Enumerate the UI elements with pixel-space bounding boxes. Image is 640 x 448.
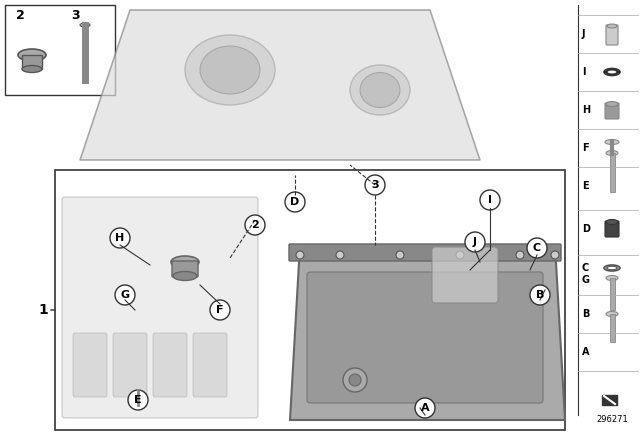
Text: I: I (488, 195, 492, 205)
Text: 296271: 296271 (596, 415, 628, 424)
Text: F: F (582, 143, 589, 153)
Text: B: B (536, 290, 544, 300)
Polygon shape (80, 10, 480, 160)
Circle shape (396, 251, 404, 259)
Text: E: E (582, 181, 589, 191)
Circle shape (465, 232, 485, 252)
Text: I: I (582, 67, 586, 77)
Circle shape (336, 251, 344, 259)
Text: A: A (420, 403, 429, 413)
FancyBboxPatch shape (432, 247, 498, 303)
Circle shape (285, 192, 305, 212)
Circle shape (415, 398, 435, 418)
Ellipse shape (607, 266, 617, 270)
Circle shape (296, 251, 304, 259)
Text: H: H (115, 233, 125, 243)
Ellipse shape (606, 311, 618, 316)
FancyBboxPatch shape (62, 197, 258, 418)
Circle shape (110, 228, 130, 248)
Polygon shape (290, 245, 565, 420)
Text: 3: 3 (70, 9, 79, 22)
FancyBboxPatch shape (193, 333, 227, 397)
Text: C
G: C G (582, 263, 590, 285)
Text: 3: 3 (371, 180, 379, 190)
FancyBboxPatch shape (605, 103, 619, 119)
Polygon shape (602, 395, 617, 405)
Text: B: B (582, 309, 589, 319)
Text: F: F (216, 305, 224, 315)
Text: D: D (291, 197, 300, 207)
FancyBboxPatch shape (609, 278, 614, 310)
Circle shape (245, 215, 265, 235)
Ellipse shape (200, 46, 260, 94)
Ellipse shape (607, 70, 617, 74)
Circle shape (527, 238, 547, 258)
Text: D: D (582, 224, 590, 234)
Circle shape (128, 390, 148, 410)
Text: A: A (582, 347, 589, 357)
Text: 1: 1 (38, 303, 48, 317)
FancyBboxPatch shape (172, 261, 198, 277)
FancyBboxPatch shape (609, 153, 614, 192)
Circle shape (456, 251, 464, 259)
FancyBboxPatch shape (289, 244, 561, 261)
FancyBboxPatch shape (22, 55, 42, 69)
FancyBboxPatch shape (606, 25, 618, 45)
Ellipse shape (83, 79, 88, 81)
FancyBboxPatch shape (153, 333, 187, 397)
Text: E: E (134, 395, 142, 405)
Ellipse shape (605, 139, 619, 145)
Circle shape (365, 175, 385, 195)
FancyBboxPatch shape (55, 170, 565, 430)
Ellipse shape (185, 35, 275, 105)
FancyBboxPatch shape (73, 333, 107, 397)
Text: 2: 2 (15, 9, 24, 22)
Ellipse shape (360, 73, 400, 108)
Text: J: J (473, 237, 477, 247)
Ellipse shape (80, 23, 90, 27)
Ellipse shape (606, 151, 618, 155)
Ellipse shape (18, 49, 46, 61)
Circle shape (480, 190, 500, 210)
Ellipse shape (606, 276, 618, 280)
Ellipse shape (606, 220, 618, 224)
Ellipse shape (22, 65, 42, 73)
Circle shape (210, 300, 230, 320)
FancyBboxPatch shape (113, 333, 147, 397)
Ellipse shape (604, 69, 620, 76)
FancyBboxPatch shape (5, 5, 115, 95)
Text: C: C (533, 243, 541, 253)
Ellipse shape (606, 102, 618, 107)
Circle shape (530, 285, 550, 305)
Ellipse shape (604, 265, 620, 271)
Ellipse shape (607, 24, 617, 28)
Circle shape (551, 251, 559, 259)
Circle shape (343, 368, 367, 392)
Ellipse shape (350, 65, 410, 115)
Circle shape (516, 251, 524, 259)
FancyBboxPatch shape (307, 272, 543, 403)
Circle shape (349, 374, 361, 386)
Ellipse shape (171, 256, 199, 268)
Ellipse shape (173, 271, 197, 280)
Text: G: G (120, 290, 129, 300)
FancyBboxPatch shape (609, 314, 614, 342)
Text: J: J (582, 29, 586, 39)
Text: 2: 2 (251, 220, 259, 230)
Text: H: H (582, 105, 590, 115)
FancyBboxPatch shape (605, 221, 619, 237)
Circle shape (115, 285, 135, 305)
